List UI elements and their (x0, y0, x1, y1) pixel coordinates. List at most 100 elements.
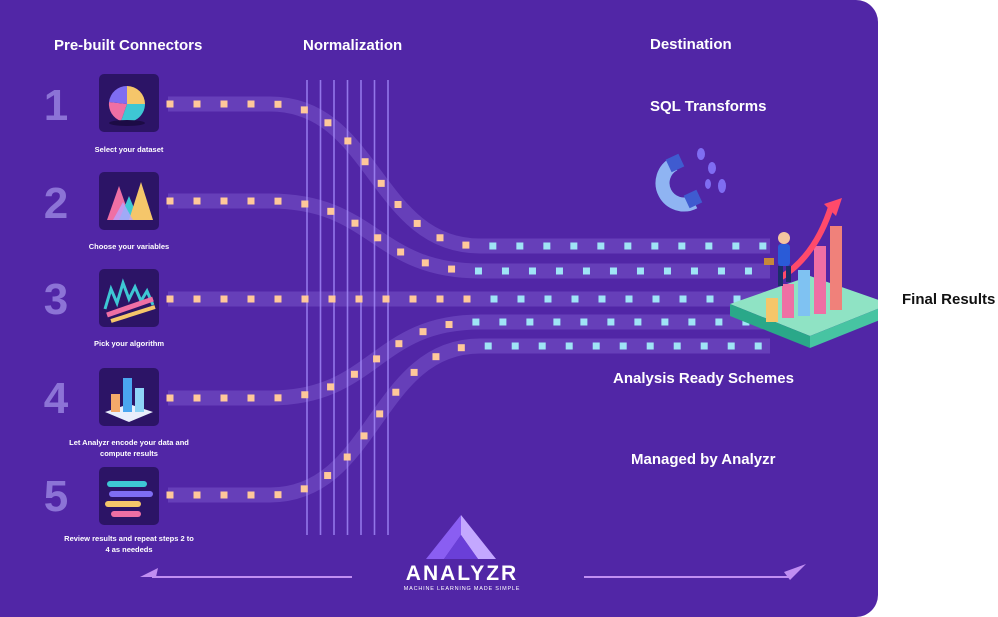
stacked-bars-icon (99, 467, 159, 525)
flow-dot (553, 318, 561, 326)
flow-dot (274, 491, 282, 499)
flow-dot (472, 318, 480, 326)
flow-dot (448, 265, 456, 273)
step-caption-1: Select your dataset (94, 145, 164, 154)
header-destination: Destination (650, 36, 732, 53)
flow-dot (193, 491, 201, 499)
flow-dot (193, 100, 201, 108)
brand-name: ANALYZR (405, 562, 519, 585)
flow-dot (582, 267, 590, 275)
flow-dot (706, 295, 714, 303)
step-caption-5: Review results and repeat steps 2 to 4 a… (64, 534, 194, 554)
flow-dot (526, 318, 534, 326)
flow-dot (678, 242, 686, 250)
step-number-5: 5 (43, 472, 69, 521)
flow-dot (193, 295, 201, 303)
flow-dot (705, 242, 713, 250)
flow-dot (436, 295, 444, 303)
step-number-4: 4 (43, 374, 69, 423)
flow-dot (733, 295, 741, 303)
flow-dot (732, 242, 740, 250)
wave-chart-icon (99, 269, 159, 327)
flow-dot (679, 295, 687, 303)
flow-dot (392, 388, 400, 396)
flow-dot (609, 267, 617, 275)
flow-dot (636, 267, 644, 275)
flow-dot (193, 197, 201, 205)
flow-dot (432, 353, 440, 361)
flow-dot (570, 242, 578, 250)
flow-dot (301, 295, 309, 303)
flow-dot (220, 197, 228, 205)
flow-dot (663, 267, 671, 275)
flow-dot (544, 295, 552, 303)
flow-stream (168, 338, 770, 503)
flow-dot (301, 200, 309, 208)
flow-dot (744, 267, 752, 275)
flow-dot (421, 259, 429, 267)
triangle-chart-icon (99, 172, 159, 230)
flow-dot (247, 100, 255, 108)
flow-dot (327, 383, 335, 391)
flow-dot (565, 342, 573, 350)
flow-dot (715, 318, 723, 326)
flow-stream-guide (168, 346, 770, 495)
flow-dot (516, 242, 524, 250)
analyzr-logo-icon (426, 515, 496, 559)
flow-dot (436, 234, 444, 242)
flow-dot (360, 432, 368, 440)
flow-dot (688, 318, 696, 326)
flow-diagram (166, 80, 770, 535)
flow-dot (343, 453, 351, 461)
flow-dot (166, 491, 174, 499)
flow-dot (413, 219, 421, 227)
growth-arrow-icon (730, 198, 878, 348)
flow-dot (166, 197, 174, 205)
diagram-panel: Pre-built Connectors Normalization Desti… (0, 0, 878, 617)
flow-dot (220, 100, 228, 108)
flow-dot (409, 295, 417, 303)
flow-dot (484, 342, 492, 350)
flow-dot (344, 137, 352, 145)
flow-dot (300, 106, 308, 114)
managed-by-label: Managed by Analyzr (631, 451, 776, 468)
flow-dot (410, 368, 418, 376)
flow-dot (324, 119, 332, 127)
flow-dot (598, 295, 606, 303)
step-number-1: 1 (43, 81, 69, 130)
flow-dot (351, 219, 359, 227)
bar-blocks-icon (99, 368, 159, 426)
flow-dot (754, 342, 762, 350)
flow-dot (220, 394, 228, 402)
flow-dot (419, 328, 427, 336)
step-caption-3: Pick your algorithm (93, 339, 165, 348)
flow-dot (717, 267, 725, 275)
brand-tagline: MACHINE LEARNING MADE SIMPLE (403, 586, 521, 592)
flow-dot (355, 295, 363, 303)
flow-dot (327, 207, 335, 215)
flow-dot (489, 242, 497, 250)
flow-dot (166, 394, 174, 402)
flow-dot (625, 295, 633, 303)
flow-dot (301, 391, 309, 399)
flow-dot (463, 295, 471, 303)
flow-dot (274, 394, 282, 402)
step-number-2: 2 (43, 179, 69, 228)
flow-dot (382, 295, 390, 303)
flow-dot (166, 295, 174, 303)
step-caption-4: Let Analyzr encode your data and compute… (69, 438, 189, 458)
flow-dot (166, 100, 174, 108)
flow-dot (274, 197, 282, 205)
flow-dot (499, 318, 507, 326)
flow-dot (220, 295, 228, 303)
flow-dot (673, 342, 681, 350)
flow-dot (597, 242, 605, 250)
flow-dot (646, 342, 654, 350)
flow-dot (700, 342, 708, 350)
flow-dot (555, 267, 563, 275)
flow-dot (517, 295, 525, 303)
flow-dot (457, 344, 465, 352)
flow-dot (490, 295, 498, 303)
flow-dot (395, 340, 403, 348)
pie-chart-icon (99, 74, 159, 132)
